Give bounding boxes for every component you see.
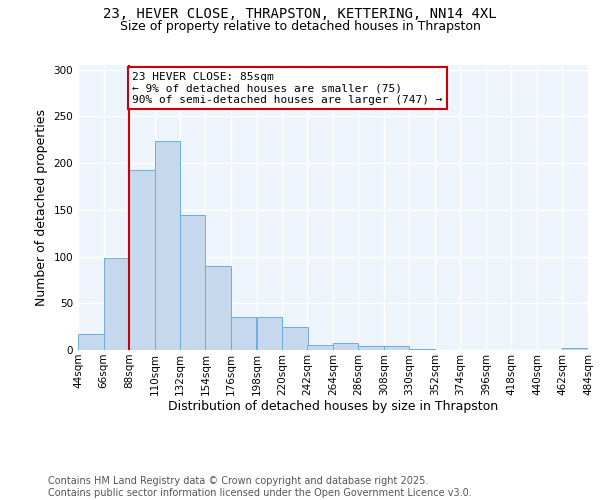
Bar	[104, 258, 129, 350]
Text: Contains HM Land Registry data © Crown copyright and database right 2025.
Contai: Contains HM Land Registry data © Crown c…	[48, 476, 472, 498]
Bar	[409, 349, 435, 350]
Bar	[180, 214, 205, 350]
X-axis label: Distribution of detached houses by size in Thrapston: Distribution of detached houses by size …	[168, 400, 498, 413]
Bar	[257, 318, 282, 350]
Bar	[384, 346, 409, 350]
Bar	[231, 318, 256, 350]
Text: Size of property relative to detached houses in Thrapston: Size of property relative to detached ho…	[119, 20, 481, 33]
Bar	[333, 344, 358, 350]
Bar	[282, 326, 308, 350]
Bar	[562, 348, 588, 350]
Bar	[205, 266, 231, 350]
Text: 23 HEVER CLOSE: 85sqm
← 9% of detached houses are smaller (75)
90% of semi-detac: 23 HEVER CLOSE: 85sqm ← 9% of detached h…	[133, 72, 443, 104]
Bar	[358, 346, 384, 350]
Bar	[129, 170, 155, 350]
Text: 23, HEVER CLOSE, THRAPSTON, KETTERING, NN14 4XL: 23, HEVER CLOSE, THRAPSTON, KETTERING, N…	[103, 8, 497, 22]
Bar	[155, 140, 180, 350]
Y-axis label: Number of detached properties: Number of detached properties	[35, 109, 48, 306]
Bar	[78, 334, 104, 350]
Bar	[307, 346, 333, 350]
